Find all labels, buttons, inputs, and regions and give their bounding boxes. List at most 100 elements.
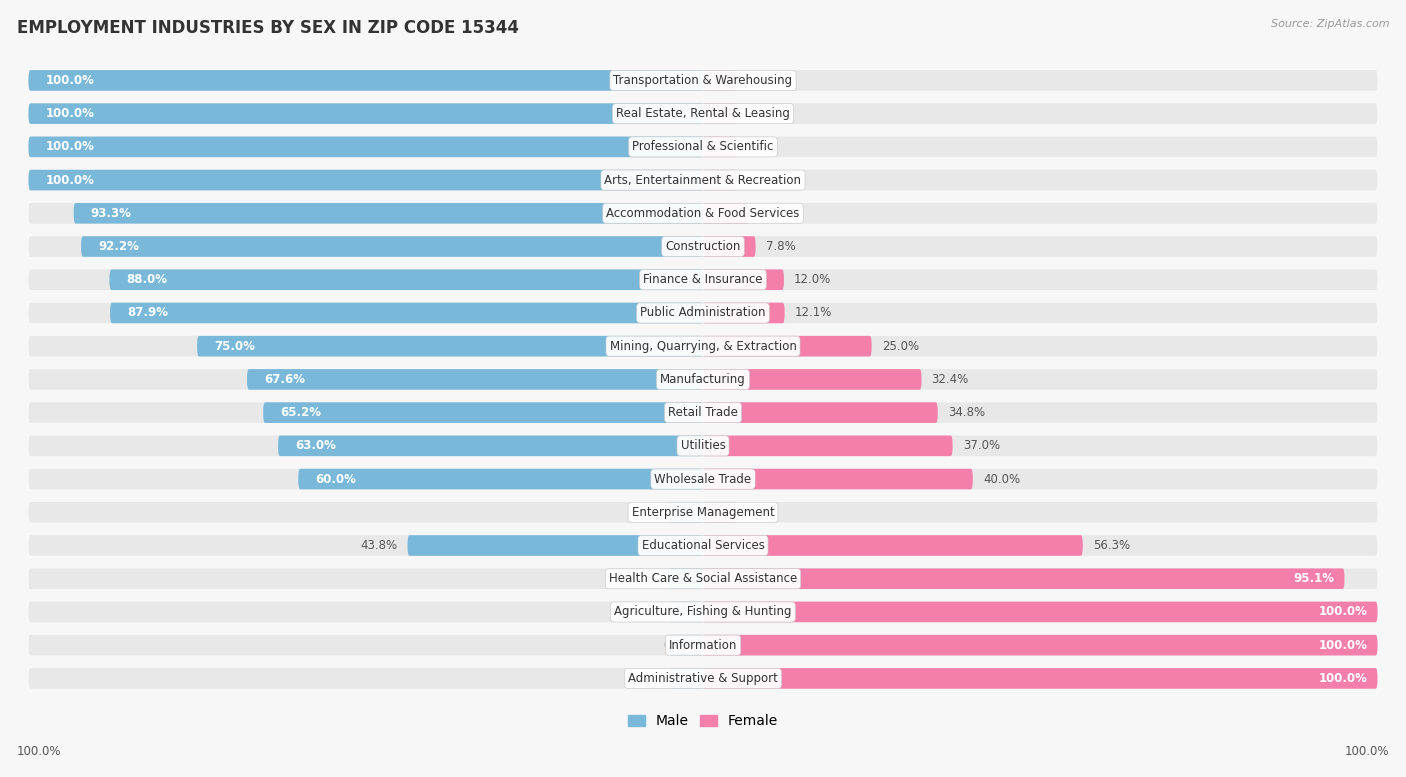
FancyBboxPatch shape [82, 236, 703, 257]
FancyBboxPatch shape [28, 170, 1378, 190]
FancyBboxPatch shape [197, 336, 703, 357]
FancyBboxPatch shape [703, 469, 973, 490]
FancyBboxPatch shape [28, 635, 1378, 656]
FancyBboxPatch shape [703, 535, 1083, 556]
FancyBboxPatch shape [703, 236, 755, 257]
Text: Arts, Entertainment & Recreation: Arts, Entertainment & Recreation [605, 173, 801, 186]
FancyBboxPatch shape [28, 103, 703, 124]
FancyBboxPatch shape [28, 236, 1378, 257]
FancyBboxPatch shape [73, 203, 703, 224]
FancyBboxPatch shape [703, 70, 737, 91]
Text: 88.0%: 88.0% [127, 274, 167, 286]
FancyBboxPatch shape [28, 170, 703, 190]
Text: 56.3%: 56.3% [1092, 539, 1130, 552]
FancyBboxPatch shape [703, 601, 1378, 622]
FancyBboxPatch shape [669, 502, 703, 523]
Text: Professional & Scientific: Professional & Scientific [633, 141, 773, 153]
Text: Real Estate, Rental & Leasing: Real Estate, Rental & Leasing [616, 107, 790, 120]
Text: Enterprise Management: Enterprise Management [631, 506, 775, 519]
Text: 87.9%: 87.9% [127, 306, 167, 319]
Text: 12.0%: 12.0% [794, 274, 831, 286]
Text: 0.0%: 0.0% [664, 506, 693, 519]
FancyBboxPatch shape [703, 103, 737, 124]
FancyBboxPatch shape [28, 336, 1378, 357]
FancyBboxPatch shape [28, 103, 1378, 124]
Text: 100.0%: 100.0% [45, 141, 94, 153]
Text: 93.3%: 93.3% [90, 207, 131, 220]
Text: 0.0%: 0.0% [713, 74, 742, 87]
Text: 43.8%: 43.8% [360, 539, 398, 552]
FancyBboxPatch shape [247, 369, 703, 390]
Text: Public Administration: Public Administration [640, 306, 766, 319]
Text: 100.0%: 100.0% [1319, 605, 1368, 618]
Text: EMPLOYMENT INDUSTRIES BY SEX IN ZIP CODE 15344: EMPLOYMENT INDUSTRIES BY SEX IN ZIP CODE… [17, 19, 519, 37]
FancyBboxPatch shape [408, 535, 703, 556]
Text: Wholesale Trade: Wholesale Trade [654, 472, 752, 486]
Text: 6.7%: 6.7% [758, 207, 789, 220]
FancyBboxPatch shape [28, 270, 1378, 290]
Text: 67.6%: 67.6% [264, 373, 305, 386]
Text: 5.0%: 5.0% [630, 572, 659, 585]
FancyBboxPatch shape [703, 270, 785, 290]
Text: Health Care & Social Assistance: Health Care & Social Assistance [609, 572, 797, 585]
Text: 63.0%: 63.0% [295, 439, 336, 452]
FancyBboxPatch shape [28, 668, 1378, 688]
Text: 0.0%: 0.0% [664, 672, 693, 685]
Text: Construction: Construction [665, 240, 741, 253]
Text: Educational Services: Educational Services [641, 539, 765, 552]
Text: 0.0%: 0.0% [664, 639, 693, 652]
FancyBboxPatch shape [28, 303, 1378, 323]
Text: Retail Trade: Retail Trade [668, 406, 738, 419]
FancyBboxPatch shape [703, 203, 748, 224]
FancyBboxPatch shape [28, 535, 1378, 556]
Text: 100.0%: 100.0% [45, 107, 94, 120]
Text: 0.0%: 0.0% [713, 107, 742, 120]
FancyBboxPatch shape [703, 170, 737, 190]
Text: 37.0%: 37.0% [963, 439, 1000, 452]
FancyBboxPatch shape [669, 601, 703, 622]
FancyBboxPatch shape [669, 635, 703, 656]
FancyBboxPatch shape [28, 469, 1378, 490]
Text: 100.0%: 100.0% [1344, 744, 1389, 758]
FancyBboxPatch shape [110, 270, 703, 290]
Text: 75.0%: 75.0% [214, 340, 254, 353]
Text: 0.0%: 0.0% [713, 173, 742, 186]
FancyBboxPatch shape [28, 436, 1378, 456]
Text: Transportation & Warehousing: Transportation & Warehousing [613, 74, 793, 87]
Text: 92.2%: 92.2% [98, 240, 139, 253]
FancyBboxPatch shape [28, 137, 1378, 157]
FancyBboxPatch shape [28, 70, 703, 91]
FancyBboxPatch shape [28, 569, 1378, 589]
FancyBboxPatch shape [703, 635, 1378, 656]
FancyBboxPatch shape [703, 336, 872, 357]
Legend: Male, Female: Male, Female [623, 709, 783, 733]
Text: 100.0%: 100.0% [17, 744, 62, 758]
FancyBboxPatch shape [703, 137, 737, 157]
Text: 7.8%: 7.8% [766, 240, 796, 253]
Text: 100.0%: 100.0% [45, 74, 94, 87]
FancyBboxPatch shape [28, 502, 1378, 523]
Text: Source: ZipAtlas.com: Source: ZipAtlas.com [1271, 19, 1389, 30]
FancyBboxPatch shape [28, 203, 1378, 224]
FancyBboxPatch shape [703, 502, 737, 523]
Text: 100.0%: 100.0% [1319, 639, 1368, 652]
Text: 0.0%: 0.0% [713, 506, 742, 519]
Text: Administrative & Support: Administrative & Support [628, 672, 778, 685]
FancyBboxPatch shape [703, 303, 785, 323]
Text: Finance & Insurance: Finance & Insurance [644, 274, 762, 286]
Text: Agriculture, Fishing & Hunting: Agriculture, Fishing & Hunting [614, 605, 792, 618]
Text: 32.4%: 32.4% [932, 373, 969, 386]
Text: 95.1%: 95.1% [1294, 572, 1334, 585]
FancyBboxPatch shape [28, 402, 1378, 423]
FancyBboxPatch shape [263, 402, 703, 423]
Text: 25.0%: 25.0% [882, 340, 920, 353]
Text: 40.0%: 40.0% [983, 472, 1019, 486]
Text: 60.0%: 60.0% [315, 472, 356, 486]
FancyBboxPatch shape [669, 668, 703, 688]
FancyBboxPatch shape [669, 569, 703, 589]
FancyBboxPatch shape [298, 469, 703, 490]
Text: Utilities: Utilities [681, 439, 725, 452]
FancyBboxPatch shape [703, 569, 1344, 589]
Text: 65.2%: 65.2% [280, 406, 321, 419]
FancyBboxPatch shape [703, 369, 921, 390]
